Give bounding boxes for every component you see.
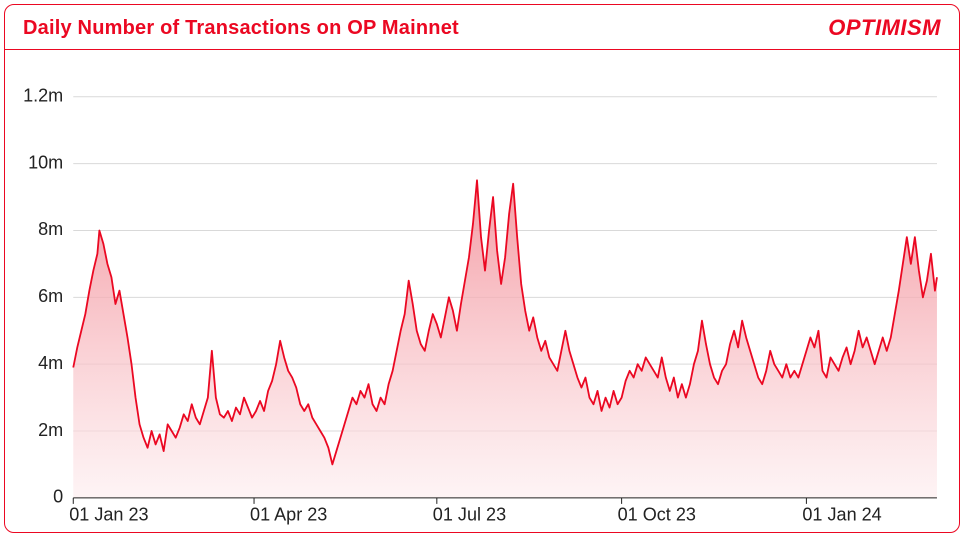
brand-logo: OPTIMISM: [828, 15, 941, 41]
svg-text:8m: 8m: [38, 219, 63, 239]
svg-text:2m: 2m: [38, 420, 63, 440]
chart-area: 0 2m 4m 6m 8m 10m 1.2m 01 Jan 23 01 Apr 23 01 Jul…: [5, 50, 959, 533]
chart-card: Daily Number of Transactions on OP Mainn…: [4, 4, 960, 533]
svg-text:10m: 10m: [28, 152, 63, 172]
svg-text:4m: 4m: [38, 353, 63, 373]
svg-text:01 Apr 23: 01 Apr 23: [250, 505, 327, 525]
svg-text:6m: 6m: [38, 286, 63, 306]
svg-text:01 Jul 23: 01 Jul 23: [433, 505, 506, 525]
chart-header: Daily Number of Transactions on OP Mainn…: [5, 5, 959, 50]
area-chart: 0 2m 4m 6m 8m 10m 1.2m 01 Jan 23 01 Apr 23 01 Jul…: [11, 62, 945, 533]
svg-text:01 Jan 24: 01 Jan 24: [802, 505, 881, 525]
svg-text:1.2m: 1.2m: [23, 86, 63, 106]
svg-text:0: 0: [53, 487, 63, 507]
chart-title: Daily Number of Transactions on OP Mainn…: [23, 17, 459, 40]
svg-text:01 Jan 23: 01 Jan 23: [69, 505, 148, 525]
svg-text:01 Oct 23: 01 Oct 23: [618, 505, 696, 525]
